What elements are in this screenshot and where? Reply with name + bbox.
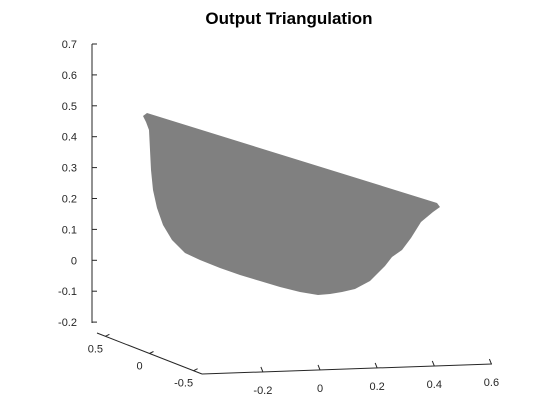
chart-title: Output Triangulation [205,9,372,28]
z-tick-label: 0.4 [62,132,77,144]
y-tick-mark [193,368,198,372]
x-tick-mark [488,358,492,365]
x-tick-mark [431,360,435,367]
z-tick-label: 0.2 [62,194,77,206]
x-tick-label: 0.6 [484,377,499,389]
x-tick-label: 0.4 [427,379,442,391]
y-tick-label: -0.5 [174,378,193,390]
y-tick-label: 0 [136,361,142,373]
x-tick-mark [317,364,321,371]
x-tick-mark [374,362,378,369]
z-tick-label: 0.7 [62,39,77,51]
z-axis-ticks: 0.7 0.6 0.5 0.4 0.3 0.2 0.1 0 -0.1 -0.2 [58,39,97,329]
x-axis-ticks: -0.2 0 0.2 0.4 0.6 [253,358,499,397]
z-tick-label: 0.1 [62,224,77,236]
triangulation-surface [143,113,440,295]
z-tick-label: 0 [71,255,77,267]
x-tick-label: 0 [317,383,323,395]
x-axis-line [201,363,493,375]
z-tick-label: -0.1 [58,286,77,298]
x-tick-mark [260,366,264,373]
z-tick-label: 0.5 [62,101,77,113]
y-tick-mark [105,333,110,337]
x-tick-label: 0.2 [370,381,385,393]
z-tick-label: 0.3 [62,163,77,175]
z-tick-label: 0.6 [62,70,77,82]
y-tick-mark [149,351,154,354]
y-axis-ticks: 0.5 0 -0.5 [88,333,198,390]
z-tick-label: -0.2 [58,317,77,329]
x-tick-label: -0.2 [253,385,272,397]
y-tick-label: 0.5 [88,343,103,355]
